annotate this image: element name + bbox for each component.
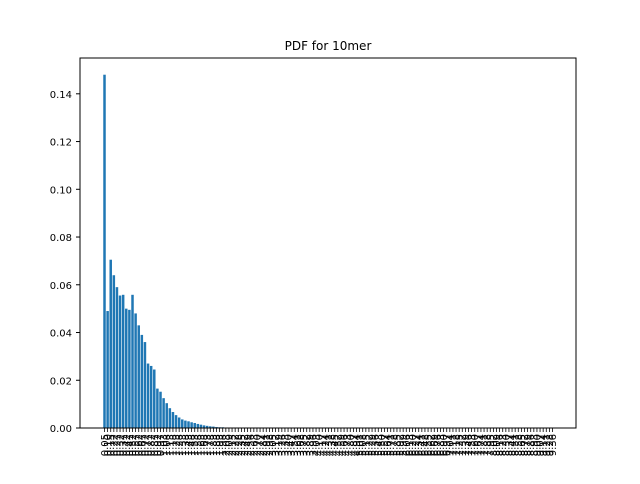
y-tick-label-4: 0.08 [50, 233, 72, 244]
bar-4 [116, 287, 118, 428]
bar-19 [162, 398, 164, 428]
bar-13 [144, 342, 146, 428]
bar-9 [131, 295, 133, 428]
bar-10 [134, 313, 136, 428]
bar-12 [141, 335, 143, 428]
bar-17 [156, 389, 158, 428]
y-tick-label-2: 0.04 [50, 329, 72, 340]
bar-25 [181, 419, 183, 428]
bar-5 [119, 296, 121, 428]
bar-28 [190, 422, 192, 428]
bar-23 [175, 415, 177, 428]
y-tick-label-3: 0.06 [50, 281, 72, 292]
y-tick-label-1: 0.02 [50, 376, 72, 387]
x-tick-label-144: 9.36 [548, 434, 559, 456]
bar-18 [159, 392, 161, 428]
bar-21 [169, 408, 171, 428]
bar-8 [128, 310, 130, 428]
bar-31 [200, 425, 202, 428]
bar-3 [113, 275, 115, 428]
bar-11 [137, 325, 139, 428]
bar-26 [184, 421, 186, 428]
y-tick-label-7: 0.14 [50, 90, 72, 101]
chart-title: PDF for 10mer [285, 39, 372, 53]
bar-27 [187, 421, 189, 428]
bar-2 [109, 260, 111, 428]
bar-15 [150, 366, 152, 428]
y-tick-label-0: 0.00 [50, 424, 72, 435]
bar-0 [103, 75, 105, 428]
bar-1 [106, 311, 108, 428]
y-tick-label-5: 0.10 [50, 185, 72, 196]
bar-6 [122, 295, 124, 428]
y-tick-label-6: 0.12 [50, 138, 72, 149]
bar-20 [165, 403, 167, 428]
bar-16 [153, 370, 155, 428]
bar-14 [147, 364, 149, 428]
bar-7 [125, 309, 127, 428]
bar-24 [178, 418, 180, 429]
bar-22 [172, 412, 174, 428]
bar-29 [193, 423, 195, 428]
bar-30 [197, 424, 199, 428]
